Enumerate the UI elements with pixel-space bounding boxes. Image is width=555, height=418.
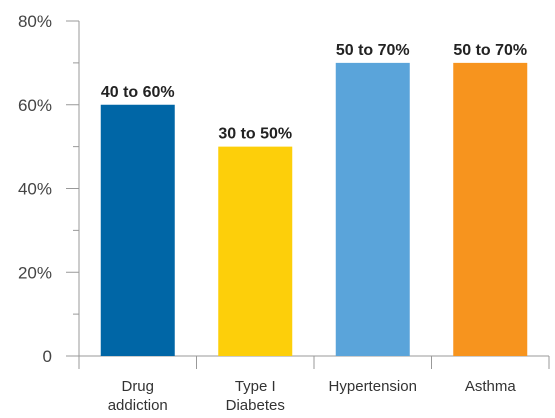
category-label-line: Drug	[121, 378, 154, 395]
bar-data-label: 30 to 50%	[218, 126, 292, 143]
category-label-line: Asthma	[465, 378, 517, 395]
bar-data-label: 40 to 60%	[101, 84, 175, 101]
x-axis	[66, 355, 550, 369]
category-label-line: addiction	[108, 397, 168, 414]
category-label: Type I Diabetes	[226, 378, 285, 414]
category-label: Drug addiction	[108, 378, 168, 414]
y-tick-label: 40%	[18, 180, 52, 199]
category-label: Hypertension	[329, 378, 417, 395]
y-tick-label: 0	[43, 347, 52, 366]
bars	[100, 62, 528, 356]
bar	[100, 104, 175, 356]
category-label-line: Hypertension	[329, 378, 417, 395]
data-labels: 40 to 60% 30 to 50% 50 to 70% 50 to 70%	[101, 42, 527, 143]
bar	[335, 62, 410, 356]
y-tick-label: 20%	[18, 263, 52, 282]
category-label-line: Diabetes	[226, 397, 285, 414]
y-tick-label: 80%	[18, 12, 52, 31]
y-tick-label: 60%	[18, 96, 52, 115]
bar-data-label: 50 to 70%	[336, 42, 410, 59]
bar	[453, 62, 528, 356]
category-labels: Drug addiction Type I Diabetes Hypertension A…	[108, 378, 517, 414]
bar-data-label: 50 to 70%	[453, 42, 527, 59]
y-axis: 0 20% 40% 60% 80%	[18, 12, 80, 366]
bar	[218, 146, 293, 356]
category-label-line: Type I	[235, 378, 276, 395]
category-label: Asthma	[465, 378, 517, 395]
